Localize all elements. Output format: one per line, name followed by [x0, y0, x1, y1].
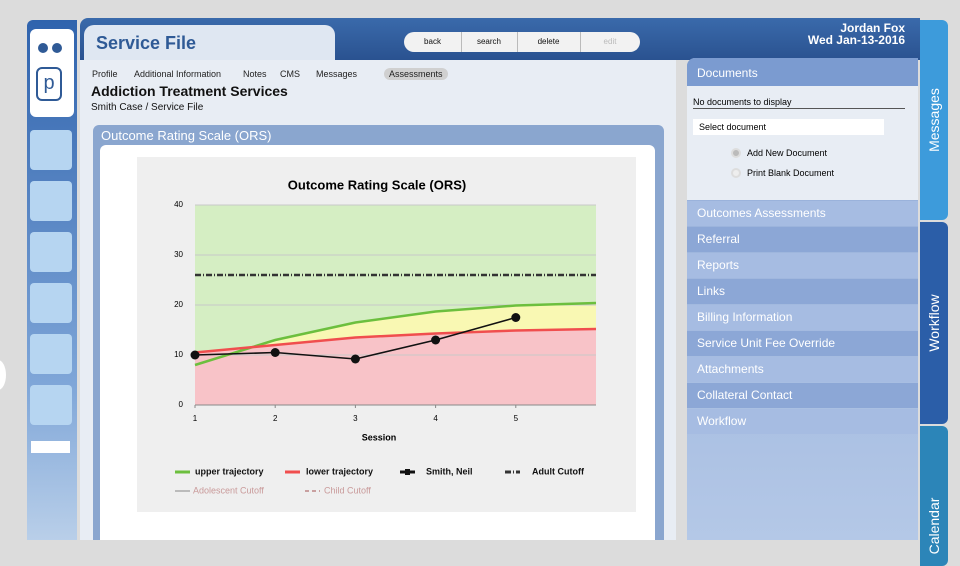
- y-tick-label: 40: [174, 200, 183, 209]
- x-tick-label: 1: [193, 414, 198, 423]
- documents-body: No documents to display Select document …: [687, 86, 918, 200]
- data-point: [511, 313, 521, 322]
- band-below: [195, 329, 596, 405]
- y-tick-label: 10: [174, 350, 183, 359]
- button[interactable]: delete: [517, 32, 581, 52]
- page: p Service File back search delete edit Jord…: [0, 18, 948, 566]
- left-sidebar: p: [27, 20, 77, 540]
- menu-item[interactable]: Service Unit Fee Override: [687, 331, 918, 356]
- nav-tab[interactable]: CMS: [280, 69, 300, 79]
- sidebar-bar[interactable]: [31, 441, 70, 453]
- menu-item[interactable]: Billing Information: [687, 305, 918, 330]
- button[interactable]: edit: [580, 32, 640, 52]
- sidebar-button[interactable]: [30, 130, 72, 170]
- legend-label[interactable]: Adult Cutoff: [532, 466, 585, 476]
- button-group: back search delete edit: [404, 32, 640, 52]
- side-tab-label: Calendar: [926, 497, 942, 555]
- data-point: [350, 354, 360, 364]
- logo-eye: [52, 43, 62, 53]
- sidebar-button[interactable]: [30, 181, 72, 221]
- nav-tab[interactable]: Messages: [316, 69, 358, 79]
- x-tick-label: 3: [353, 414, 358, 423]
- logo-eye: [38, 43, 48, 53]
- series-line: [194, 327, 597, 354]
- sidebar-button[interactable]: [30, 334, 72, 374]
- documents-empty: No documents to display: [693, 97, 905, 109]
- documents-title: Documents: [687, 58, 918, 86]
- sidebar-button[interactable]: [30, 283, 72, 323]
- side-tab-label: Messages: [926, 88, 942, 152]
- x-tick-label: 2: [273, 414, 278, 423]
- chart: Outcome Rating Scale (ORS) Session 0 10 20…: [137, 157, 636, 512]
- sidebar-button[interactable]: [30, 232, 72, 272]
- button[interactable]: back: [404, 32, 462, 52]
- user-name: Jordan Fox: [840, 21, 905, 35]
- menu-item[interactable]: Outcomes Assessments: [687, 201, 918, 226]
- menu-item[interactable]: Attachments: [687, 357, 918, 382]
- menu-item[interactable]: Referral: [687, 227, 918, 252]
- chart-title: Outcome Rating Scale (ORS): [288, 177, 466, 192]
- option-label: Add New Document: [747, 148, 828, 158]
- heading: Addiction Treatment Services: [91, 83, 288, 99]
- side-tab[interactable]: Calendar: [920, 426, 948, 566]
- menu-item[interactable]: Workflow: [687, 409, 918, 434]
- nav-tab[interactable]: Additional Information: [134, 69, 222, 79]
- right-panel: Documents No documents to display Select…: [687, 58, 918, 540]
- legend-marker: [405, 469, 410, 475]
- document-select[interactable]: Select document: [693, 119, 884, 135]
- band-between: [195, 303, 596, 365]
- y-tick-label: 0: [179, 400, 184, 409]
- option-radio[interactable]: [731, 168, 741, 178]
- nav-tab[interactable]: Notes: [243, 69, 267, 79]
- menu-item[interactable]: Reports: [687, 253, 918, 278]
- tab-title: Service File: [84, 25, 335, 61]
- y-tick-label: 20: [174, 300, 183, 309]
- series-line: [194, 301, 597, 367]
- y-tick-label: 30: [174, 250, 183, 259]
- breadcrumb: Smith Case / Service File: [91, 102, 204, 113]
- legend-label[interactable]: upper trajectory: [195, 466, 264, 476]
- option-radio[interactable]: [731, 148, 741, 158]
- button[interactable]: search: [461, 32, 518, 52]
- logo-mark: p: [36, 67, 62, 101]
- sidebar-button[interactable]: [30, 385, 72, 425]
- menu-item[interactable]: Collateral Contact: [687, 383, 918, 408]
- data-point: [431, 335, 441, 345]
- date: Wed Jan-13-2016: [807, 33, 905, 47]
- legend-label[interactable]: Child Cutoff: [324, 485, 371, 495]
- side-tab-label: Workflow: [926, 294, 942, 352]
- nav-tab[interactable]: Assessments: [384, 68, 448, 80]
- menu-item[interactable]: Links: [687, 279, 918, 304]
- data-point: [270, 348, 280, 357]
- option-label: Print Blank Document: [747, 168, 835, 178]
- side-tab[interactable]: Workflow: [920, 222, 948, 424]
- x-tick-label: 5: [514, 414, 519, 423]
- section-title: Outcome Rating Scale (ORS): [101, 128, 272, 143]
- edge-handle[interactable]: [0, 360, 6, 390]
- x-tick-label: 4: [433, 414, 438, 423]
- legend-label[interactable]: Smith, Neil: [426, 466, 473, 476]
- legend-label[interactable]: Adolescent Cutoff: [193, 485, 264, 495]
- side-tab[interactable]: Messages: [920, 20, 948, 220]
- user-info: Jordan Fox Wed Jan-13-2016: [700, 22, 905, 46]
- x-axis-label: Session: [362, 432, 397, 442]
- logo[interactable]: p: [30, 29, 74, 117]
- legend-label[interactable]: lower trajectory: [306, 466, 373, 476]
- data-point: [190, 350, 200, 360]
- nav-tab[interactable]: Profile: [92, 69, 118, 79]
